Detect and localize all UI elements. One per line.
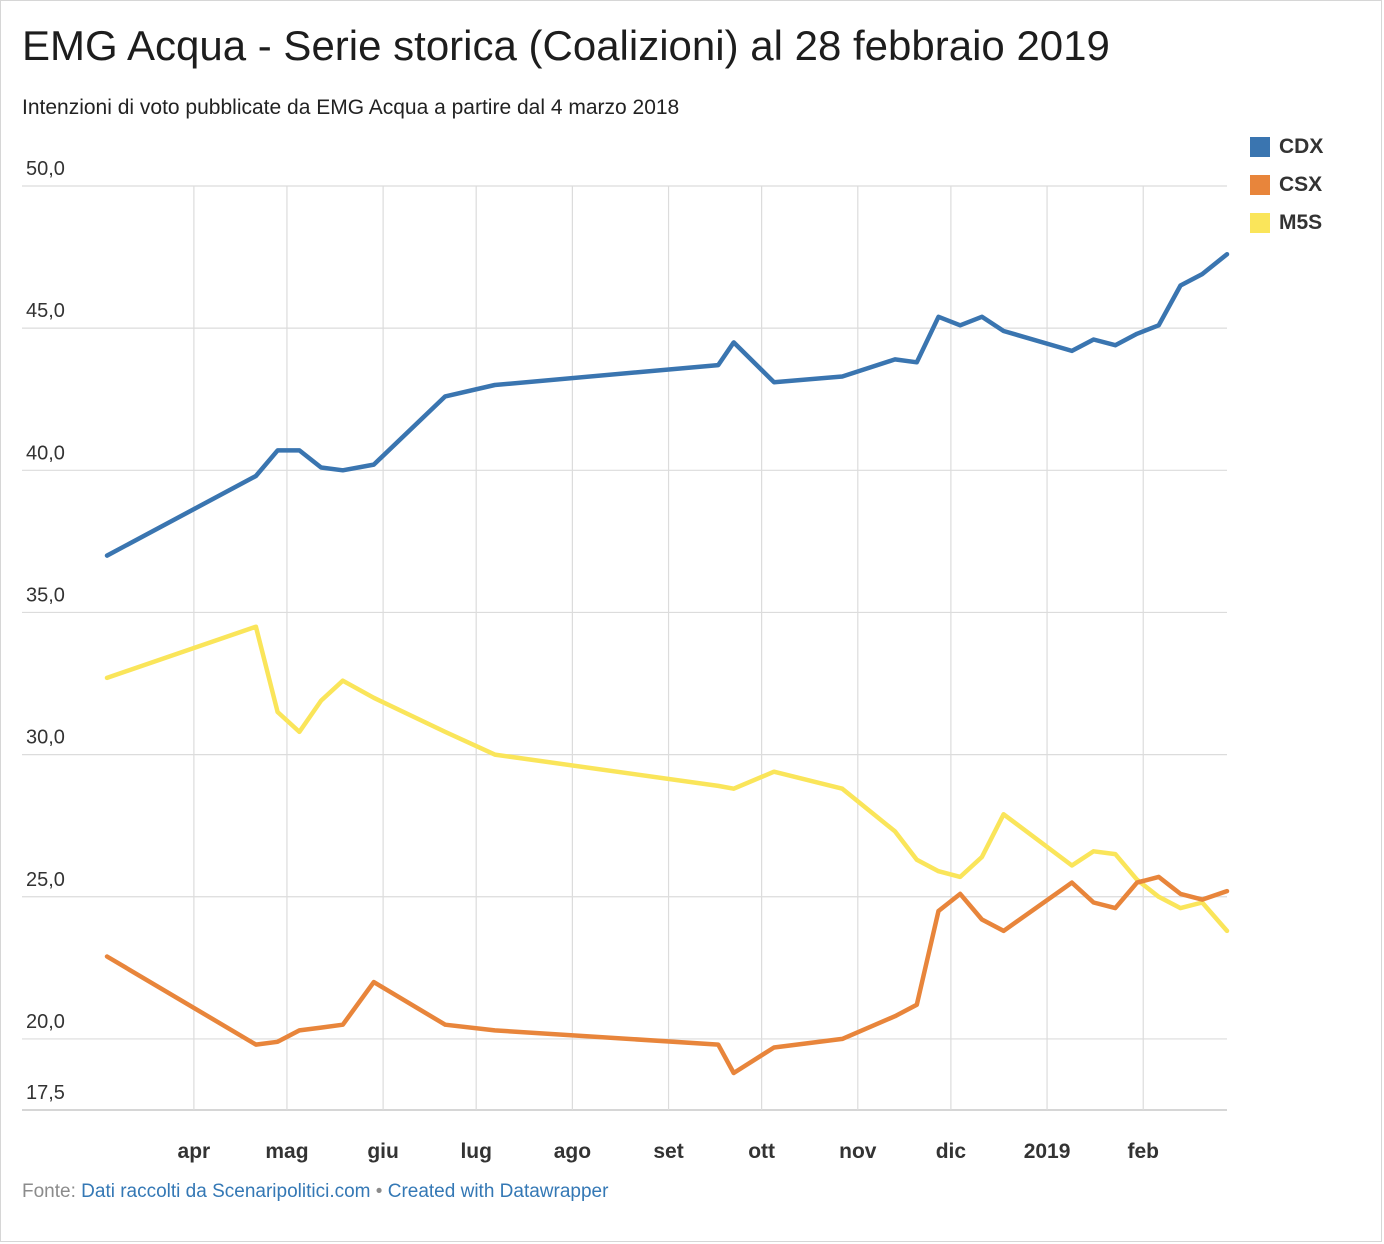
- axis-layer: 50,0 45,0 40,0 35,0 30,0 25,0 20,0 17,5 apr mag gi…: [26, 158, 1159, 1163]
- footer-source-prefix: Fonte:: [22, 1181, 76, 1202]
- y-tick-label: 35,0: [26, 584, 65, 606]
- legend-item-m5s[interactable]: M5S: [1250, 204, 1323, 242]
- legend-label-csx: CSX: [1279, 173, 1323, 196]
- legend-label-cdx: CDX: [1279, 135, 1324, 158]
- grid-layer: [22, 185, 1227, 1111]
- x-tick-label: nov: [839, 1140, 877, 1163]
- legend: CDX CSX M5S: [1250, 128, 1323, 242]
- footer-separator: •: [375, 1181, 383, 1202]
- y-tick-label: 17,5: [26, 1082, 65, 1104]
- x-tick-label: feb: [1127, 1140, 1159, 1163]
- legend-swatch-csx: [1250, 175, 1270, 195]
- x-tick-label: apr: [178, 1140, 211, 1163]
- legend-swatch-m5s: [1250, 213, 1270, 233]
- y-tick-label: 20,0: [26, 1011, 65, 1033]
- x-tick-label: giu: [367, 1140, 399, 1163]
- legend-swatch-cdx: [1250, 137, 1270, 157]
- chart-footer: Fonte: Dati raccolti da Scenaripolitici.…: [22, 1181, 608, 1203]
- x-tick-label: ago: [554, 1140, 591, 1163]
- chart-subtitle: Intenzioni di voto pubblicate da EMG Acq…: [22, 96, 680, 119]
- y-tick-label: 30,0: [26, 727, 65, 749]
- legend-item-cdx[interactable]: CDX: [1250, 128, 1323, 166]
- x-tick-label: lug: [460, 1140, 492, 1163]
- series-line-m5s[interactable]: [104, 624, 1230, 934]
- series-line-cdx[interactable]: [104, 251, 1230, 558]
- y-tick-label: 45,0: [26, 300, 65, 322]
- footer-source-link[interactable]: Dati raccolti da Scenaripolitici.com: [81, 1181, 371, 1202]
- x-tick-label: mag: [265, 1140, 308, 1163]
- x-tick-label: 2019: [1024, 1140, 1071, 1163]
- legend-item-csx[interactable]: CSX: [1250, 166, 1323, 204]
- x-tick-label: ott: [748, 1140, 775, 1163]
- series-layer: [104, 251, 1230, 1076]
- x-tick-label: set: [653, 1140, 683, 1163]
- x-tick-label: dic: [936, 1140, 967, 1163]
- y-tick-label: 25,0: [26, 869, 65, 891]
- chart-title: EMG Acqua - Serie storica (Coalizioni) a…: [22, 22, 1110, 69]
- legend-label-m5s: M5S: [1279, 211, 1323, 234]
- y-tick-label: 50,0: [26, 158, 65, 180]
- footer-credit-link[interactable]: Created with Datawrapper: [387, 1181, 609, 1202]
- y-tick-label: 40,0: [26, 442, 65, 464]
- series-line-csx[interactable]: [104, 874, 1230, 1076]
